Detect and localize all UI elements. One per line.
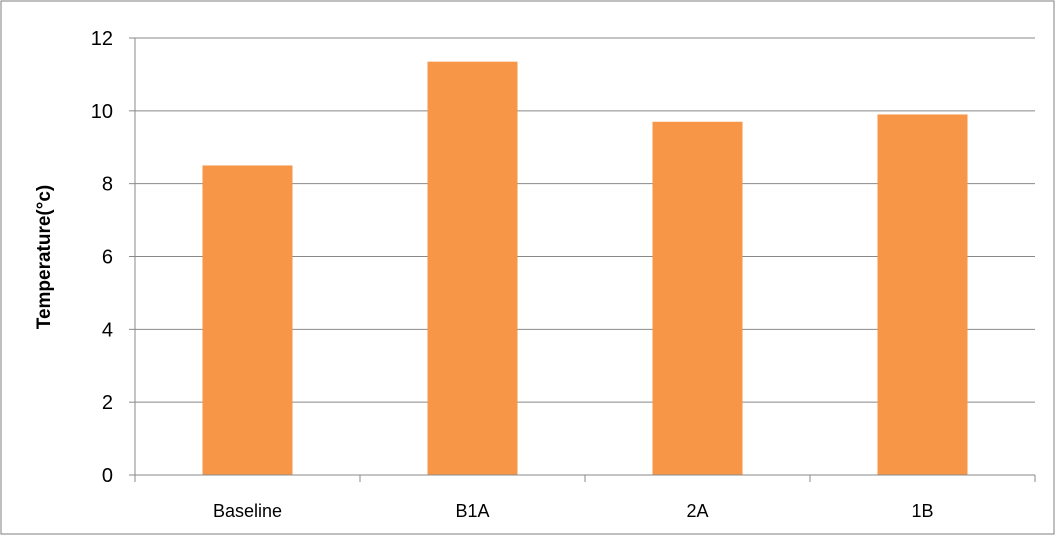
bar-baseline: [202, 165, 293, 476]
tick-labels: 0 2 4 6 8 10 12 Baseline B1A 2A 1B: [91, 28, 934, 521]
x-tick-label: 2A: [686, 501, 708, 521]
bar-2a: [652, 121, 743, 475]
y-axis-title: Temperature(°c): [34, 185, 55, 330]
axes: [129, 37, 1036, 482]
y-tick-label: 10: [91, 101, 113, 123]
x-tick-label: 1B: [911, 501, 933, 521]
x-tick-label: B1A: [455, 501, 489, 521]
y-tick-label: 6: [102, 247, 113, 269]
y-tick-label: 8: [102, 174, 113, 196]
y-tick-label: 2: [102, 392, 113, 414]
bars: [202, 61, 968, 476]
y-tick-label: 12: [91, 28, 113, 50]
y-tick-label: 0: [102, 465, 113, 487]
bar-b1a: [427, 61, 518, 475]
bar-1b: [877, 114, 968, 475]
x-tick-label: Baseline: [213, 501, 282, 521]
y-tick-label: 4: [102, 319, 113, 341]
